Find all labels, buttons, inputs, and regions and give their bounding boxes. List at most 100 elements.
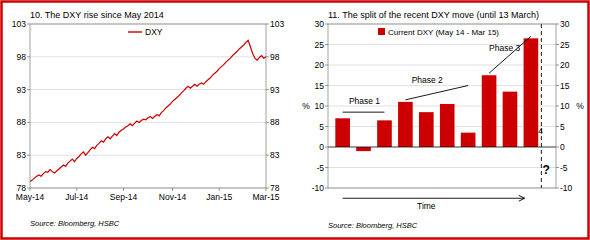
tick-mark [266, 188, 267, 191]
y2-tick-label: -5 [560, 163, 568, 173]
tick-mark [266, 188, 269, 189]
tick-mark [27, 155, 30, 156]
tick-mark [27, 89, 30, 90]
y2-tick-label: 30 [560, 19, 570, 29]
phase-line [405, 86, 468, 100]
tick-mark [325, 188, 328, 189]
bar [482, 75, 497, 147]
x-tick-label: Jul-14 [65, 192, 88, 202]
tick-mark [325, 167, 328, 168]
grid-line [30, 155, 266, 156]
y-axes: -10-5051015202530-10-5051015202530 [312, 19, 573, 193]
y2-tick-label: 20 [560, 60, 570, 70]
grid-line [328, 65, 556, 66]
y-axes: 78838893981037883889398103 [12, 19, 285, 193]
tick-mark [556, 167, 559, 168]
source: Source: Bloomberg, HSBC [328, 221, 418, 230]
y2-tick-label: 0 [560, 142, 565, 152]
tick-mark [27, 188, 30, 189]
tick-mark [266, 24, 269, 25]
y2-tick-label: 103 [270, 19, 284, 29]
tick-mark [27, 56, 30, 57]
y2-tick-label: 88 [270, 117, 280, 127]
tick-mark [325, 24, 328, 25]
y-tick-label: 103 [12, 19, 26, 29]
y-tick-label: -10 [312, 183, 325, 193]
annotation: Phase 3 [489, 43, 520, 53]
figure-border [2, 2, 589, 239]
tick-mark [266, 89, 269, 90]
tick-mark [123, 188, 124, 191]
grid-line [328, 167, 556, 168]
tick-mark [30, 188, 31, 191]
plot-frame [328, 24, 556, 188]
x-tick-label: Mar-15 [253, 192, 280, 202]
y2-tick-label: 93 [270, 85, 280, 95]
legend-swatch [378, 28, 385, 35]
y-tick-label: 25 [315, 40, 325, 50]
y-axis-label: % [302, 101, 310, 111]
annotation: Time [417, 201, 436, 211]
y-tick-label: -5 [316, 163, 324, 173]
arrow-head [519, 195, 525, 201]
legend-label: Current DXY (May 14 - Mar 15) [388, 28, 499, 37]
y2-axis-label: % [576, 101, 584, 111]
tick-mark [172, 188, 173, 191]
marks [328, 24, 556, 188]
marks [30, 40, 266, 181]
tick-mark [325, 147, 328, 148]
annotation: Phase 2 [412, 75, 443, 85]
x-tick-label: Jan-15 [206, 192, 232, 202]
tick-mark [556, 85, 559, 86]
tick-mark [325, 85, 328, 86]
bar [503, 92, 518, 147]
grid-line [30, 89, 266, 90]
y-tick-label: 0 [319, 142, 324, 152]
legend-swatch [128, 31, 142, 32]
x-tick-label: Nov-14 [159, 192, 187, 202]
figure: 78838893981037883889398103May-14Jul-14Se… [0, 0, 590, 240]
y2-tick-label: 15 [560, 81, 570, 91]
plot-frame [30, 24, 266, 188]
tick-mark [325, 126, 328, 127]
legend: DXY [128, 27, 163, 37]
source: Source: Bloomberg, HSBC [30, 219, 120, 228]
tick-mark [76, 188, 77, 191]
arrow-shaft [343, 198, 525, 199]
tick-mark [556, 188, 559, 189]
tick-mark [325, 65, 328, 66]
zero-line [328, 147, 556, 148]
y2-tick-label: 83 [270, 150, 280, 160]
x-tick-label: Sep-14 [110, 192, 138, 202]
tick-mark [266, 155, 269, 156]
tick-mark [266, 56, 269, 57]
tick-mark [219, 188, 220, 191]
y-tick-label: 15 [315, 81, 325, 91]
bar [356, 147, 371, 151]
tick-mark [556, 44, 559, 45]
y-tick-label: 98 [17, 52, 27, 62]
title: 10. The DXY rise since May 2014 [30, 10, 164, 20]
bar [461, 133, 476, 147]
y2-tick-label: -10 [560, 183, 573, 193]
y2-tick-label: 98 [270, 52, 280, 62]
y-tick-label: 30 [315, 19, 325, 29]
y-tick-label: 20 [315, 60, 325, 70]
annotation: Phase 1 [349, 96, 380, 106]
legend: Current DXY (May 14 - Mar 15) [378, 28, 499, 37]
tick-mark [325, 44, 328, 45]
title: 11. The split of the recent DXY move (un… [328, 10, 539, 20]
y2-tick-label: 25 [560, 40, 570, 50]
bar [419, 112, 434, 147]
line [30, 40, 266, 181]
y-tick-label: 93 [17, 85, 27, 95]
annotation: ? [542, 163, 549, 177]
y2-tick-label: 10 [560, 101, 570, 111]
y2-tick-label: 5 [560, 122, 565, 132]
x-tick-label: May-14 [16, 192, 45, 202]
bar [377, 120, 392, 147]
tick-mark [266, 122, 269, 123]
y-tick-label: 10 [315, 101, 325, 111]
annotation: 4 [538, 126, 543, 136]
tick-mark [556, 106, 559, 107]
